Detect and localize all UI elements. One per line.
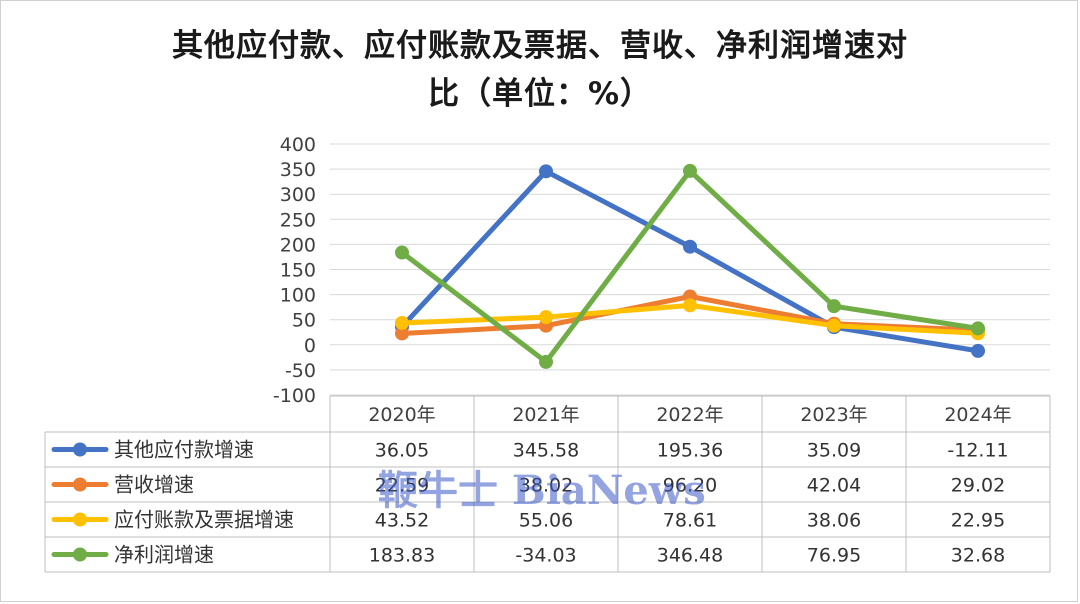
- data-point: [539, 354, 553, 369]
- table-row: 营收增速 22.59 38.02 96.20 42.04 29.02: [51, 473, 1005, 497]
- data-point: [827, 318, 841, 333]
- data-point: [971, 343, 985, 358]
- data-value: 345.58: [513, 440, 579, 462]
- data-point: [827, 299, 841, 314]
- x-tick-label: 2022年: [656, 404, 723, 426]
- data-point: [539, 164, 553, 179]
- data-value: 195.36: [657, 440, 723, 462]
- legend-key-marker: [73, 512, 87, 527]
- data-point: [971, 321, 985, 336]
- data-value: 76.95: [807, 545, 861, 567]
- legend-entry: 营收增速: [114, 473, 194, 497]
- x-tick-label: 2021年: [512, 404, 579, 426]
- data-value: 38.02: [519, 475, 573, 497]
- series-group: [395, 163, 985, 369]
- legend-entry: 应付账款及票据增速: [114, 508, 294, 532]
- data-value: 29.02: [951, 475, 1005, 497]
- legend-key-marker: [73, 442, 87, 457]
- x-tick-label: 2024年: [944, 404, 1011, 426]
- y-tick-label: 100: [280, 285, 316, 307]
- table-row: 其他应付款增速 36.05 345.58 195.36 35.09 -12.11: [51, 438, 1009, 462]
- data-value: 38.06: [807, 510, 861, 532]
- y-tick-label: 200: [280, 234, 316, 256]
- gridlines: [330, 143, 1050, 396]
- legend-entry: 净利润增速: [114, 543, 214, 567]
- y-tick-labels: -100 -50 0 50 100 150 200 250 300 350 400: [273, 134, 316, 407]
- data-value: 22.59: [375, 475, 429, 497]
- data-point: [683, 163, 697, 178]
- chart-title-line-1: 其他应付款、应付账款及票据、营收、净利润增速对: [172, 28, 908, 64]
- y-tick-label: 50: [292, 310, 316, 332]
- y-tick-label: -50: [285, 360, 316, 382]
- data-point: [683, 239, 697, 254]
- y-tick-label: 150: [280, 260, 316, 282]
- data-value: 55.06: [519, 510, 573, 532]
- y-tick-label: 250: [280, 209, 316, 231]
- y-tick-label: 0: [304, 335, 316, 357]
- data-value: 32.68: [951, 545, 1005, 567]
- y-tick-label: 300: [280, 184, 316, 206]
- x-tick-label: 2023年: [800, 404, 867, 426]
- data-value: 35.09: [807, 440, 861, 462]
- chart-title-line-2: 比（单位：%）: [427, 76, 653, 112]
- data-value: 43.52: [375, 510, 429, 532]
- y-tick-label: 350: [280, 159, 316, 181]
- legend-entry: 其他应付款增速: [114, 438, 254, 462]
- data-value: 42.04: [807, 475, 861, 497]
- table-row: 应付账款及票据增速 43.52 55.06 78.61 38.06 22.95: [51, 508, 1005, 532]
- x-tick-label: 2020年: [368, 404, 435, 426]
- legend-key-marker: [73, 477, 87, 492]
- series-line: [399, 168, 981, 365]
- data-point: [395, 315, 409, 330]
- data-point: [395, 326, 409, 341]
- data-point: [683, 298, 697, 313]
- legend-key-marker: [73, 547, 87, 562]
- data-point: [395, 245, 409, 260]
- data-value: 36.05: [375, 440, 429, 462]
- data-value: -34.03: [515, 545, 576, 567]
- data-value: 183.83: [369, 545, 435, 567]
- data-value: -12.11: [947, 440, 1008, 462]
- table-row: 净利润增速 183.83 -34.03 346.48 76.95 32.68: [51, 543, 1005, 567]
- data-value: 96.20: [663, 475, 717, 497]
- data-value: 346.48: [657, 545, 723, 567]
- data-point: [539, 310, 553, 325]
- y-tick-label: 400: [280, 134, 316, 156]
- data-value: 22.95: [951, 510, 1005, 532]
- data-value: 78.61: [663, 510, 717, 532]
- y-tick-label: -100: [273, 385, 316, 407]
